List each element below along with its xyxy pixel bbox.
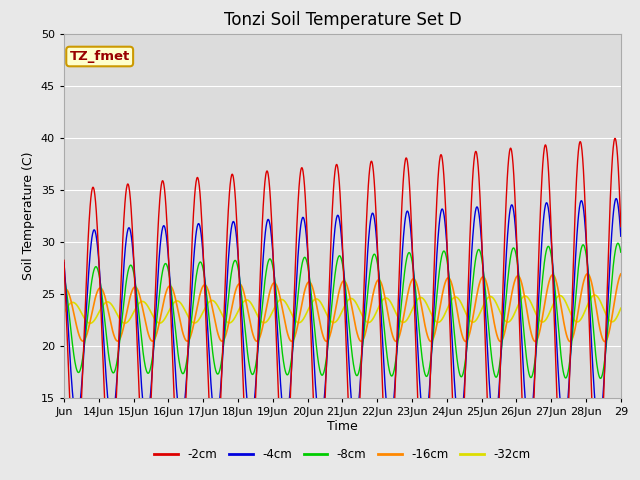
Legend: -2cm, -4cm, -8cm, -16cm, -32cm: -2cm, -4cm, -8cm, -16cm, -32cm bbox=[150, 443, 535, 466]
Title: Tonzi Soil Temperature Set D: Tonzi Soil Temperature Set D bbox=[223, 11, 461, 29]
X-axis label: Time: Time bbox=[327, 420, 358, 433]
Text: TZ_fmet: TZ_fmet bbox=[70, 50, 130, 63]
Y-axis label: Soil Temperature (C): Soil Temperature (C) bbox=[22, 152, 35, 280]
